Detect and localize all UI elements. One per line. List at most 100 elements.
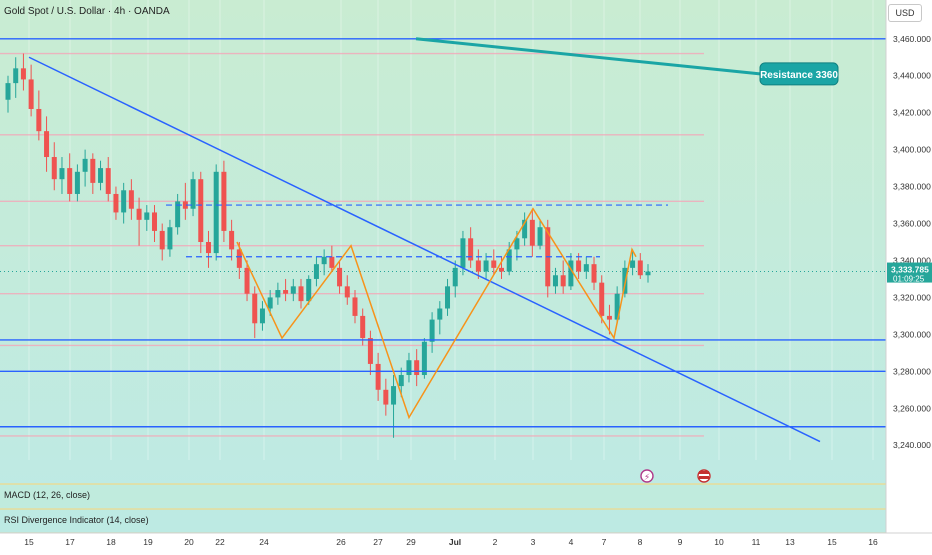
candle-body (44, 131, 50, 158)
candle-body (576, 260, 582, 272)
time-tick-label: 27 (373, 537, 383, 547)
candle-body (67, 168, 73, 194)
candle-body (259, 308, 265, 324)
candle-body (491, 260, 497, 268)
candle-body (121, 190, 127, 213)
candle-body (275, 290, 281, 298)
candle-body (113, 193, 119, 213)
time-tick-label: Jul (449, 537, 461, 547)
candle-body (537, 227, 543, 246)
candle-body (128, 190, 134, 209)
candle-body (229, 230, 235, 250)
macd-pane (0, 484, 886, 508)
candle-body (460, 238, 466, 268)
candle-body (630, 260, 636, 268)
candle-body (306, 278, 312, 302)
drawings-layer: Resistance 3360 ⚡ (0, 37, 888, 483)
candle-body (475, 260, 481, 272)
chart-title: Gold Spot / U.S. Dollar · 4h · OANDA (4, 6, 170, 17)
grid (28, 0, 874, 460)
candle-body (429, 319, 435, 342)
candle-body (36, 108, 42, 132)
candle-body (645, 271, 651, 276)
bar-countdown: 01:09:25 (893, 275, 925, 284)
candle-body (74, 171, 80, 194)
candle-body (5, 83, 11, 100)
time-tick-label: 15 (827, 537, 837, 547)
candle-body (560, 275, 566, 287)
price-tick-label: 3,440.000 (893, 71, 931, 81)
price-tick-label: 3,300.000 (893, 329, 931, 339)
time-tick-label: 11 (752, 537, 761, 547)
candle-body (136, 208, 142, 220)
candle-body (352, 297, 358, 316)
macd-label[interactable]: MACD (12, 26, close) (4, 490, 91, 500)
price-tick-label: 3,260.000 (893, 403, 931, 413)
time-axis: 15 17 18 19 20 22 24 26 27 29 Jul 2 3 4 7 8 9 10 11 13 15 16 (0, 532, 932, 550)
candle-body (144, 212, 150, 220)
event-flash-icon-glyph: ⚡ (644, 472, 650, 482)
event-flash-icon (640, 469, 654, 483)
price-tick-label: 3,460.000 (893, 34, 931, 44)
candle-body (375, 363, 381, 390)
last-price-value: 3,333.785 (891, 265, 929, 275)
us-flag-icon-stripe (699, 476, 709, 479)
time-tick-label: 2 (493, 537, 498, 547)
price-tick-label: 3,360.000 (893, 219, 931, 229)
candle-body (599, 282, 605, 316)
indicator-panes (0, 483, 886, 534)
candles-layer (5, 53, 651, 438)
time-tick-label: 9 (678, 537, 683, 547)
candle-body (298, 286, 304, 302)
candle-body (552, 275, 558, 287)
time-tick-label: 18 (106, 537, 116, 547)
price-tick-label: 3,280.000 (893, 366, 931, 376)
candle-body (244, 267, 250, 294)
candle-body (182, 201, 188, 209)
currency-button[interactable]: USD (888, 4, 922, 22)
time-tick-label: 22 (215, 537, 225, 547)
time-tick-label: 15 (24, 537, 34, 547)
candle-body (367, 338, 373, 364)
resistance-callout (759, 62, 839, 86)
time-tick-label: 24 (259, 537, 269, 547)
descending-trendline (28, 56, 821, 443)
candle-body (51, 157, 57, 180)
candle-body (468, 238, 474, 261)
resistance-trendline (415, 37, 761, 76)
time-tick-label: 4 (569, 537, 574, 547)
zigzag-pattern (236, 207, 637, 420)
price-tick-label: 3,380.000 (893, 182, 931, 192)
rsi-label[interactable]: RSI Divergence Indicator (14, close) (4, 515, 149, 525)
time-tick-label: 16 (868, 537, 878, 547)
price-tick-label: 3,240.000 (893, 440, 931, 450)
candle-body (198, 179, 204, 242)
candle-body (13, 68, 19, 84)
candle-body (514, 238, 520, 250)
price-tick-label: 3,320.000 (893, 292, 931, 302)
candle-body (82, 158, 88, 172)
candle-body (506, 249, 512, 272)
candle-body (398, 375, 404, 387)
candle-body (483, 260, 489, 272)
candle-body (213, 171, 219, 254)
price-axis: 3,460.000 3,440.000 3,420.000 3,400.000 3,38… (885, 0, 932, 533)
candle-body (283, 290, 289, 294)
candle-body (205, 242, 211, 254)
price-tick-label: 3,420.000 (893, 108, 931, 118)
candle-body (152, 212, 158, 231)
time-tick-label: 7 (602, 537, 607, 547)
candle-body (498, 267, 504, 272)
rsi-pane (0, 509, 886, 533)
candle-body (167, 227, 173, 250)
candle-body (591, 264, 597, 283)
candle-body (360, 315, 366, 339)
candle-body (606, 315, 612, 320)
candle-body (529, 219, 535, 246)
candle-body (28, 79, 34, 109)
time-tick-label: 8 (638, 537, 643, 547)
time-tick-label: 20 (184, 537, 194, 547)
